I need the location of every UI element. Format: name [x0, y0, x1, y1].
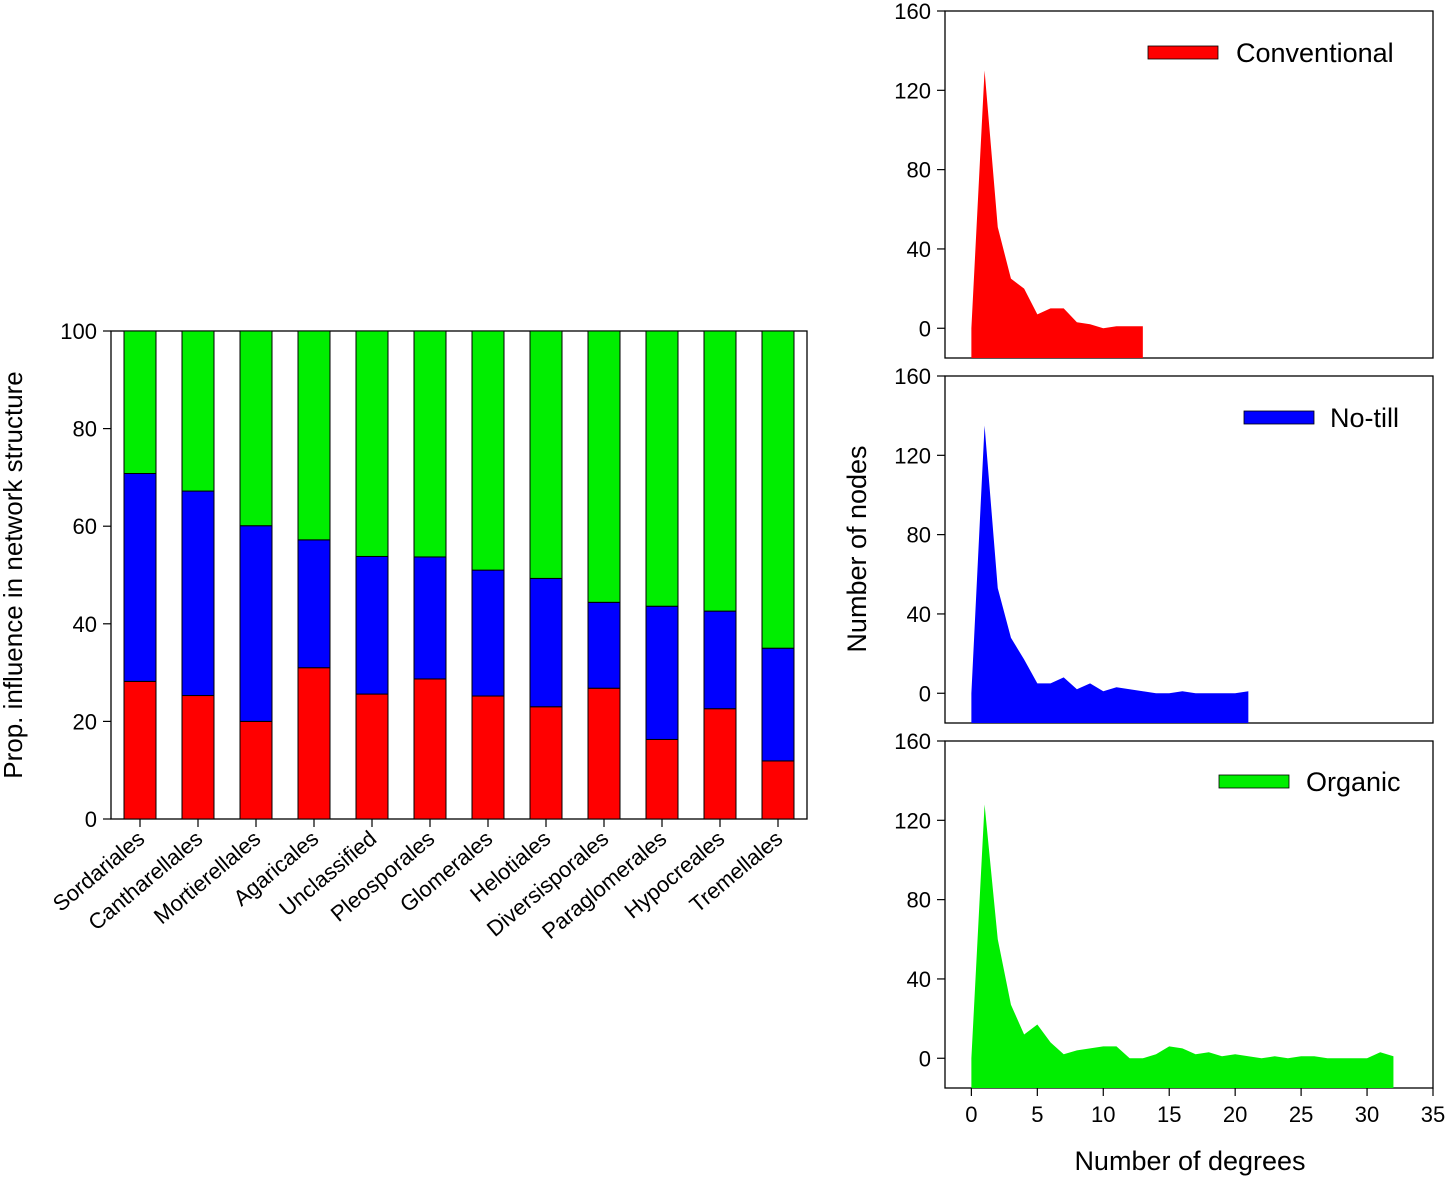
legend-swatch-no-till: [1243, 410, 1315, 425]
area-organic: [971, 804, 1394, 1088]
degree-y-tick-label: 0: [919, 1046, 931, 1071]
area-panel-no-till: 0 40 80 120 160 No-till: [894, 364, 1434, 724]
bar-y-tick-label: 60: [73, 514, 97, 539]
stacked-bar-chart: 0 20 40 60 80 100 SordarialesCantharellalesMo…: [0, 319, 808, 944]
degree-y-tick-label: 40: [907, 967, 931, 992]
degree-x-tick-label: 35: [1421, 1102, 1445, 1127]
panel-conventional-y-axis: 0 40 80 120 160: [894, 0, 945, 341]
degree-x-tick-label: 10: [1091, 1102, 1115, 1127]
degree-y-tick-label: 80: [907, 523, 931, 548]
bar-chart-x-axis: SordarialesCantharellalesMortierellalesA…: [48, 819, 787, 944]
bar-segment-conventional: [413, 678, 447, 820]
bar-segment-organic: [703, 330, 737, 612]
area-conventional: [971, 70, 1143, 358]
bar-segment-conventional: [181, 695, 215, 820]
bar-segment-no-till: [761, 647, 795, 762]
legend-swatch-organic: [1218, 774, 1290, 789]
bar-segment-no-till: [645, 605, 679, 740]
bar-chart-y-axis-label: Prop. influence in network structure: [0, 371, 28, 779]
panel-organic-y-axis: 0 40 80 120 160: [894, 729, 945, 1071]
degree-distribution-panels: 0 40 80 120 160 Conventional 0 40 80 120 160 No-…: [842, 0, 1445, 1176]
bar-segment-organic: [529, 330, 563, 579]
panel-no-till-y-axis: 0 40 80 120 160: [894, 364, 945, 706]
degree-y-tick-label: 40: [907, 237, 931, 262]
legend-label-conventional: Conventional: [1236, 38, 1394, 68]
bar-segment-no-till: [471, 569, 505, 697]
bar-segment-no-till: [529, 577, 563, 708]
degree-y-tick-label: 160: [894, 729, 931, 754]
area-no-till: [971, 425, 1249, 723]
bar-y-tick-label: 20: [73, 709, 97, 734]
bar-segment-organic: [181, 330, 215, 492]
bar-segment-conventional: [355, 693, 389, 820]
legend-label-organic: Organic: [1306, 767, 1401, 797]
bar-segment-no-till: [297, 539, 331, 669]
degree-y-tick-label: 0: [919, 316, 931, 341]
bar-segment-no-till: [239, 525, 273, 722]
bar-segment-organic: [645, 330, 679, 607]
bar-segment-organic: [471, 330, 505, 571]
degree-y-tick-label: 40: [907, 602, 931, 627]
panel-conventional-frame: [944, 10, 1434, 359]
bar-segment-no-till: [413, 556, 447, 680]
degree-x-axis-label: Number of degrees: [1074, 1146, 1305, 1176]
bar-segment-conventional: [703, 708, 737, 820]
degree-y-axis-label: Number of nodes: [842, 445, 872, 652]
degree-y-tick-label: 0: [919, 681, 931, 706]
degree-y-tick-label: 120: [894, 443, 931, 468]
degree-x-tick-label: 5: [1031, 1102, 1043, 1127]
degree-y-tick-label: 160: [894, 0, 931, 24]
area-panel-organic: 0 40 80 120 160 Organic: [894, 729, 1434, 1089]
bar-y-tick-label: 100: [60, 319, 97, 344]
bar-segment-organic: [761, 330, 795, 649]
bar-segment-organic: [123, 330, 157, 474]
bar-segment-conventional: [645, 738, 679, 820]
degree-x-axis: 0 5 10 15 20 25 30 35: [965, 1088, 1445, 1127]
bar-chart-plot-frame: [110, 330, 808, 820]
bar-segment-conventional: [297, 667, 331, 820]
bar-segment-organic: [355, 330, 389, 557]
bar-segment-no-till: [355, 555, 389, 695]
bar-segment-organic: [297, 330, 331, 541]
bar-segment-conventional: [587, 687, 621, 820]
bar-segment-no-till: [181, 490, 215, 697]
degree-y-tick-label: 80: [907, 888, 931, 913]
bar-segment-conventional: [239, 720, 273, 820]
degree-x-tick-label: 20: [1223, 1102, 1247, 1127]
area-panel-conventional: 0 40 80 120 160 Conventional: [894, 0, 1434, 359]
legend-swatch-conventional: [1147, 45, 1219, 60]
bar-segment-no-till: [123, 472, 157, 682]
degree-x-tick-label: 25: [1289, 1102, 1313, 1127]
bar-segment-conventional: [529, 706, 563, 820]
bar-segment-conventional: [471, 695, 505, 820]
bar-chart-y-axis: 0 20 40 60 80 100: [60, 319, 111, 832]
degree-x-tick-label: 30: [1355, 1102, 1379, 1127]
degree-x-tick-label: 0: [965, 1102, 977, 1127]
bar-segment-organic: [587, 330, 621, 603]
bar-segment-no-till: [587, 601, 621, 689]
degree-y-tick-label: 80: [907, 158, 931, 183]
degree-y-tick-label: 160: [894, 364, 931, 389]
bar-segment-conventional: [761, 760, 795, 820]
bar-segment-conventional: [123, 680, 157, 820]
degree-y-tick-label: 120: [894, 808, 931, 833]
bar-segment-organic: [239, 330, 273, 527]
bar-y-tick-label: 0: [85, 807, 97, 832]
degree-y-tick-label: 120: [894, 78, 931, 103]
bar-y-tick-label: 40: [73, 612, 97, 637]
bar-chart-bars: [123, 330, 795, 820]
bar-y-tick-label: 80: [73, 417, 97, 442]
degree-x-tick-label: 15: [1157, 1102, 1181, 1127]
legend-label-no-till: No-till: [1330, 403, 1399, 433]
bar-segment-no-till: [703, 610, 737, 710]
bar-segment-organic: [413, 330, 447, 558]
